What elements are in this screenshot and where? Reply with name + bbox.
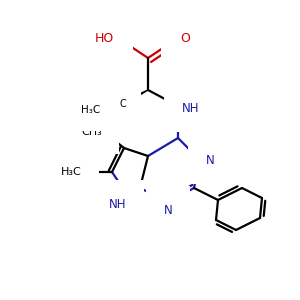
Text: CH₃: CH₃ <box>81 127 102 137</box>
Polygon shape <box>117 90 148 108</box>
Text: NH: NH <box>109 197 126 211</box>
Text: O: O <box>180 32 190 44</box>
Text: N: N <box>206 154 215 166</box>
Text: N: N <box>164 203 172 217</box>
Text: H₃C: H₃C <box>81 105 100 115</box>
Text: NH: NH <box>182 101 200 115</box>
Text: HO: HO <box>95 32 114 44</box>
Text: C: C <box>120 99 127 109</box>
Text: H₃C: H₃C <box>61 167 82 177</box>
